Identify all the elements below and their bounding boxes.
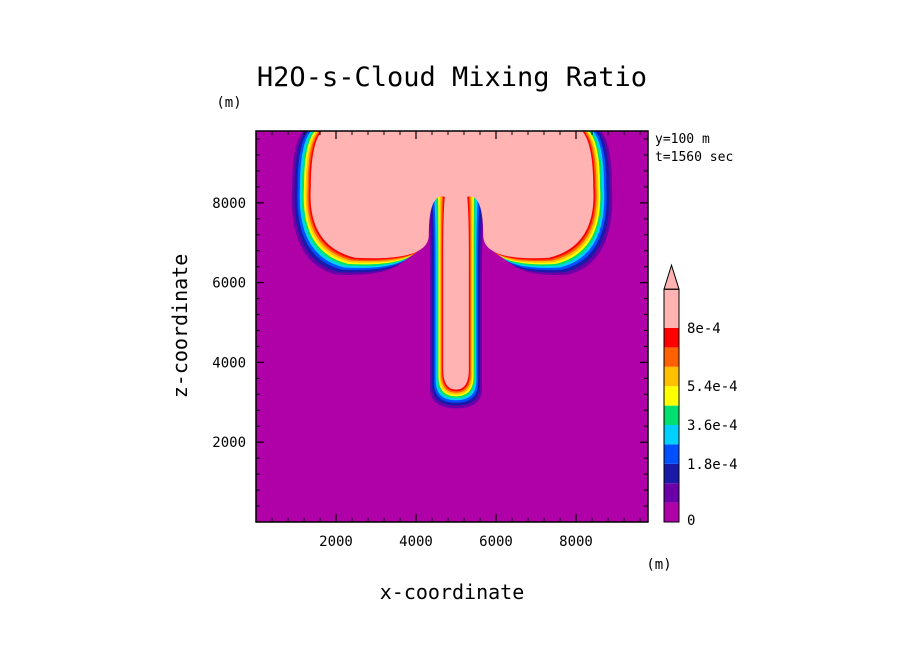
colorbar-segment: [664, 386, 679, 406]
x-tick-label: 2000: [319, 534, 353, 550]
x-axis: 2000 4000 6000 8000: [271, 131, 641, 550]
x-tick-label: 8000: [559, 534, 593, 550]
colorbar-segment: [664, 444, 679, 464]
cloud-level-10: [310, 131, 594, 390]
y-tick-label: 4000: [212, 355, 246, 371]
colorbar-label: 3.6e-4: [687, 418, 738, 434]
colorbar-segment: [664, 405, 679, 425]
colorbar-segment: [664, 289, 679, 328]
chart-title: H2O-s-Cloud Mixing Ratio: [257, 62, 647, 93]
colorbar-frame: [663, 288, 680, 523]
colorbar-label: 8e-4: [687, 321, 721, 337]
y-tick-label: 8000: [212, 196, 246, 212]
x-axis-label: x-coordinate: [380, 580, 525, 604]
colorbar-segment: [664, 328, 679, 348]
x-tick-label: 4000: [399, 534, 433, 550]
y-axis-unit: (m): [216, 95, 241, 111]
plot-area: [256, 131, 648, 522]
y-axis: 2000 4000 6000 8000: [212, 138, 648, 507]
y-tick-label: 2000: [212, 435, 246, 451]
x-tick-label: 6000: [479, 534, 513, 550]
info-line-2: t=1560 sec: [655, 150, 733, 165]
x-axis-unit: (m): [646, 557, 671, 573]
colorbar-segment: [664, 425, 679, 445]
colorbar-label: 0: [687, 513, 695, 529]
colorbar: 0 1.8e-4 3.6e-4 5.4e-4 8e-4: [663, 263, 738, 529]
colorbar-extend-arrow: [663, 263, 680, 290]
colorbar-segment: [664, 483, 679, 503]
plot-frame: [255, 130, 649, 523]
cloud-field: [291, 131, 613, 409]
colorbar-segment: [664, 347, 679, 367]
colorbar-label: 1.8e-4: [687, 457, 738, 473]
colorbar-segment: [664, 366, 679, 387]
info-line-1: y=100 m: [655, 132, 710, 147]
colorbar-label: 5.4e-4: [687, 379, 738, 395]
colorbar-segment: [664, 463, 679, 484]
y-tick-label: 6000: [212, 276, 246, 292]
y-axis-label: z-coordinate: [168, 254, 192, 399]
colorbar-segment: [664, 502, 679, 522]
